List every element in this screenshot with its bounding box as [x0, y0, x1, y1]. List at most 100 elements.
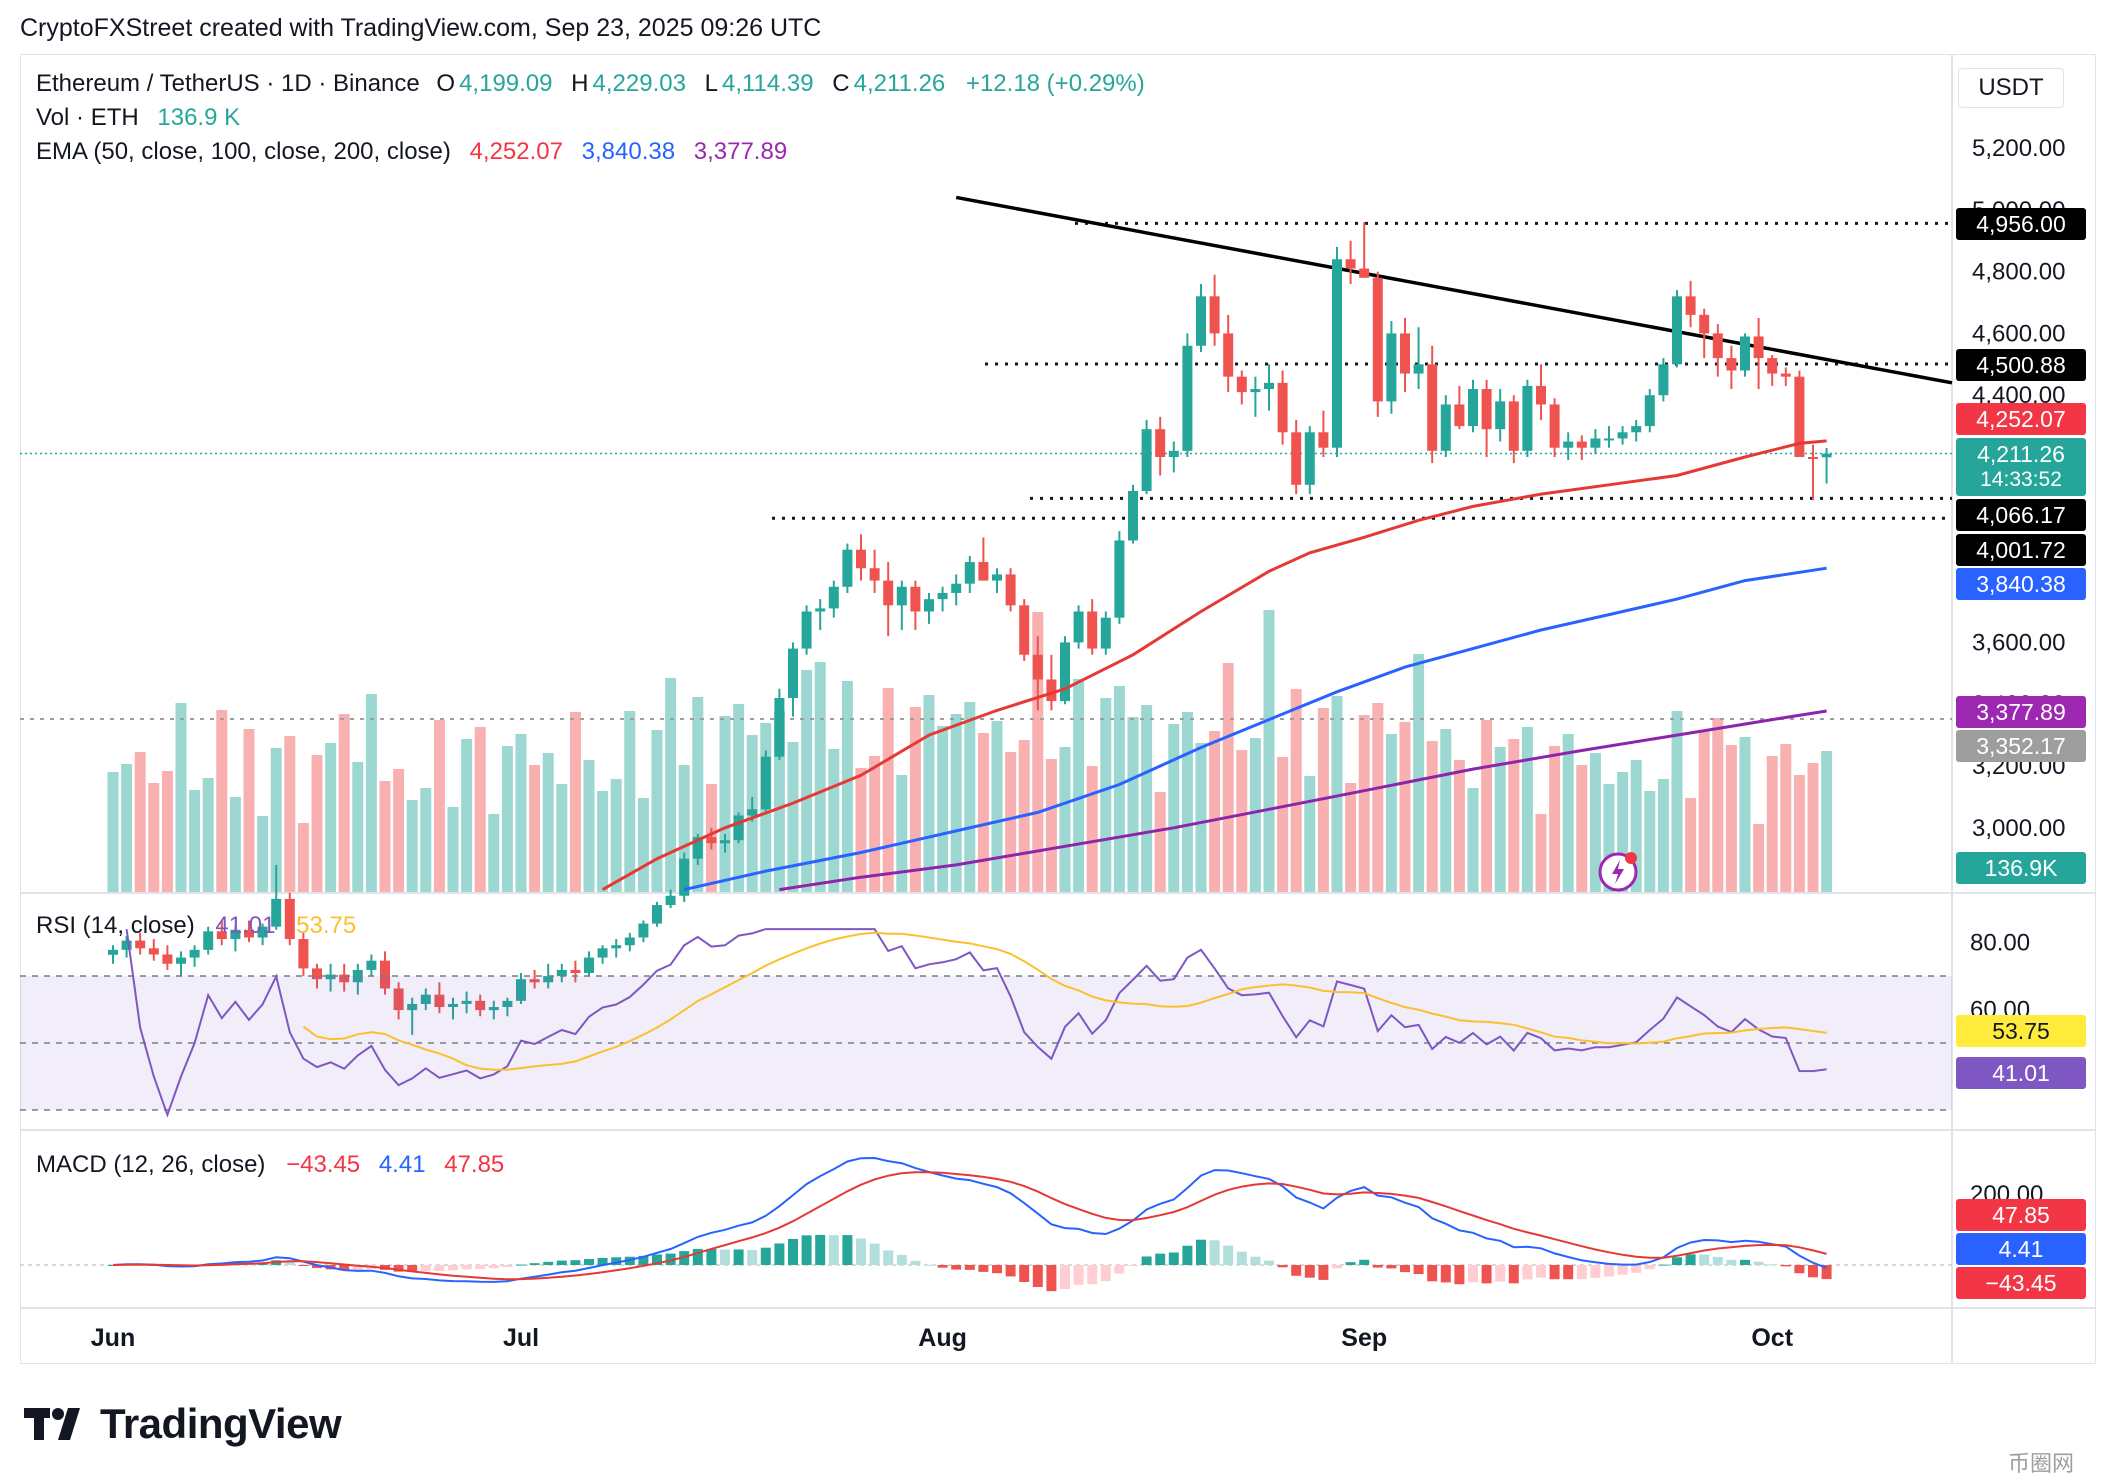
macd-histogram-bar [1128, 1265, 1138, 1266]
macd-histogram-bar [733, 1249, 744, 1265]
macd-histogram-bar [937, 1265, 948, 1268]
volume-bar [352, 762, 364, 892]
rsi-tick-label: 80.00 [1970, 930, 2030, 957]
macd-histogram-bar [1155, 1253, 1166, 1265]
macd-histogram-bar [883, 1250, 894, 1265]
volume-bar [841, 681, 853, 892]
volume-bar [420, 788, 432, 892]
macd-histogram-bar [638, 1255, 649, 1265]
volume-bar [977, 733, 989, 892]
volume-bar [447, 807, 459, 892]
currency-selector[interactable]: USDT [1958, 68, 2064, 108]
macd-histogram-bar [475, 1265, 486, 1269]
volume-bar [1181, 712, 1193, 892]
price-tick-label: 5,200.00 [1972, 135, 2065, 162]
candle-body [1209, 296, 1220, 334]
volume-bar [1821, 751, 1833, 892]
candle-body [1808, 457, 1818, 459]
candle-body [1250, 389, 1261, 393]
tradingview-logo-text: TradingView [100, 1400, 342, 1447]
candle-body [924, 599, 934, 612]
candle-body [1780, 373, 1791, 377]
volume-bar [733, 704, 745, 892]
volume-bar [406, 800, 418, 892]
volume-bar [175, 703, 187, 892]
ema50-value: 4,252.07 [469, 138, 563, 165]
macd-histogram-bar [1753, 1261, 1764, 1265]
volume-bar [1671, 711, 1683, 892]
candle-body [216, 931, 227, 940]
close-value: 4,211.26 [853, 70, 946, 97]
volume-bar [393, 769, 405, 892]
volume-bar [773, 711, 785, 892]
volume-bar [1793, 775, 1805, 892]
volume-bar [1426, 741, 1438, 892]
candle-body [1712, 333, 1723, 359]
chart-frame [20, 54, 2096, 1364]
volume-bar [1440, 729, 1452, 892]
macd-histogram-bar [1060, 1265, 1070, 1289]
volume-bar [1372, 703, 1384, 892]
volume-bar [1685, 798, 1697, 892]
candle-body [1536, 385, 1546, 405]
chart-canvas[interactable]: 5,200.005,000.004,800.004,600.004,400.00… [0, 0, 2116, 1380]
volume-bar [1725, 745, 1737, 892]
lightning-icon[interactable] [1598, 848, 1642, 892]
close-label: C [832, 70, 850, 97]
macd-histogram-bar [1549, 1265, 1560, 1280]
rsi-label: RSI (14, close) [36, 912, 195, 939]
candle-body [162, 954, 173, 964]
volume-bar [161, 771, 173, 892]
volume-bar [1589, 753, 1601, 892]
macd-histogram-bar [1685, 1254, 1696, 1265]
candle-body [461, 1000, 472, 1004]
volume-value: 136.9 K [157, 104, 241, 131]
macd-histogram-bar [1454, 1265, 1465, 1285]
macd-histogram-bar [1481, 1265, 1492, 1284]
macd-histogram-bar [842, 1235, 853, 1265]
volume-bar [637, 798, 649, 892]
macd-histogram-bar [1100, 1265, 1111, 1282]
volume-bar [433, 720, 445, 892]
candle-body [1427, 364, 1438, 451]
volume-bar [488, 814, 500, 892]
volume-bar [1304, 776, 1316, 892]
macd-histogram-bar [1291, 1265, 1302, 1276]
macd-histogram-bar [1522, 1265, 1533, 1280]
volume-bar [1059, 747, 1071, 892]
volume-bar [1385, 734, 1397, 892]
volume-bar [991, 721, 1003, 892]
macd-histogram-bar [461, 1265, 472, 1270]
macd-histogram-bar [1046, 1265, 1057, 1292]
low-label: L [704, 70, 718, 97]
candle-body [869, 568, 880, 581]
volume-bar [828, 749, 840, 892]
change-value: +12.18 (+0.29%) [965, 70, 1145, 97]
macd-histogram-bar [951, 1265, 962, 1270]
macd-histogram-bar [1740, 1259, 1750, 1265]
badge-ema100: 3,840.38 [1956, 568, 2086, 600]
candle-body [1264, 382, 1274, 390]
macd-histogram-bar [1141, 1256, 1152, 1265]
candle-body [529, 979, 540, 983]
candle-body [1236, 376, 1247, 393]
volume-bar [1168, 724, 1180, 892]
candle-body [1508, 401, 1519, 451]
volume-bar [1222, 663, 1234, 892]
candle-body [801, 611, 812, 649]
volume-bar [1154, 792, 1166, 892]
candle-body [1481, 389, 1492, 430]
ema50-line [601, 439, 1827, 891]
candle-body [203, 931, 214, 950]
macd-histogram-bar [1699, 1254, 1710, 1265]
volume-bar [216, 710, 228, 892]
candle-body [556, 969, 567, 977]
candle-body [543, 976, 554, 983]
high-value: 4,229.03 [592, 70, 686, 97]
volume-bar [1617, 772, 1629, 892]
symbol-name: Ethereum / TetherUS · 1D · Binance [36, 70, 420, 97]
macd-histogram-bar [1019, 1265, 1030, 1283]
candle-body [475, 1000, 486, 1011]
candle-body [1794, 376, 1805, 457]
volume-bar [869, 756, 881, 892]
